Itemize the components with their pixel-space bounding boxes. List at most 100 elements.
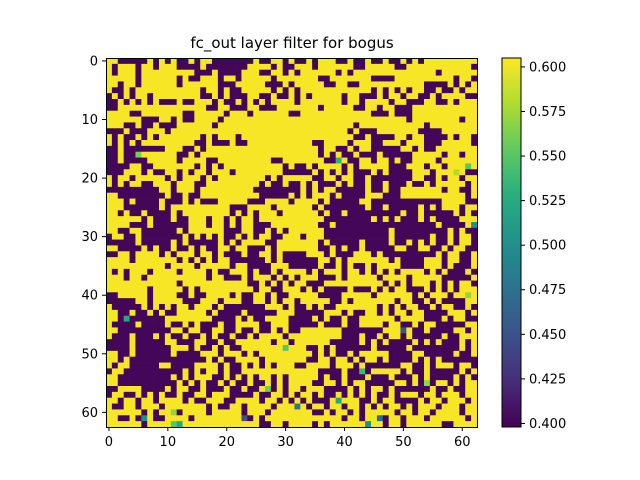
heatmap-cell — [376, 268, 384, 276]
heatmap-cell — [147, 304, 154, 311]
heatmap-cell — [318, 81, 325, 88]
heatmap-cell — [164, 280, 172, 287]
heatmap-cell — [164, 333, 172, 340]
heatmap-cell — [388, 175, 395, 182]
heatmap-cell — [376, 321, 384, 328]
heatmap-cell — [418, 263, 425, 270]
heatmap-cell — [223, 356, 231, 363]
heatmap-cell — [276, 134, 284, 141]
heatmap-cell — [111, 169, 119, 176]
heatmap-cell — [229, 409, 236, 416]
heatmap-cell — [294, 93, 301, 100]
heatmap-cell — [164, 298, 172, 305]
heatmap-cell — [206, 380, 213, 387]
heatmap-cell — [206, 169, 213, 176]
heatmap-cell — [265, 186, 272, 194]
heatmap-cell — [300, 93, 307, 100]
heatmap-cell — [388, 368, 395, 375]
heatmap-cell — [465, 304, 472, 311]
heatmap-cell — [106, 204, 113, 211]
heatmap-cell — [353, 181, 360, 188]
heatmap-cell — [206, 239, 213, 246]
heatmap-cell — [359, 239, 366, 246]
heatmap-cell — [435, 421, 443, 428]
heatmap-cell — [164, 421, 172, 428]
heatmap-cell — [418, 169, 425, 176]
heatmap-cell — [123, 391, 130, 399]
heatmap-cell — [429, 145, 437, 153]
heatmap-cell — [265, 274, 272, 281]
heatmap-cell — [329, 128, 337, 135]
heatmap-cell — [453, 333, 460, 340]
heatmap-cell — [365, 239, 372, 246]
heatmap-cell — [323, 210, 331, 217]
heatmap-cell — [247, 251, 254, 258]
heatmap-cell — [188, 116, 195, 123]
heatmap-cell — [353, 198, 360, 205]
heatmap-cell — [382, 157, 390, 164]
heatmap-cell — [270, 227, 278, 235]
heatmap-cell — [153, 116, 160, 123]
heatmap-cell — [276, 169, 284, 176]
heatmap-cell — [153, 309, 160, 317]
heatmap-cell — [111, 391, 119, 399]
heatmap-cell — [447, 280, 454, 287]
heatmap-cell — [306, 140, 313, 147]
heatmap-cell — [459, 403, 466, 410]
heatmap-cell — [259, 245, 266, 252]
heatmap-cell — [123, 286, 130, 293]
heatmap-cell — [182, 421, 189, 428]
y-tick-label: 30 — [81, 230, 98, 245]
heatmap-cell — [465, 186, 472, 194]
heatmap-cell — [247, 192, 254, 199]
heatmap-cell — [418, 134, 425, 141]
heatmap-cell — [253, 321, 260, 328]
heatmap-cell — [170, 374, 178, 381]
heatmap-cell — [270, 374, 278, 381]
heatmap-cell — [229, 99, 236, 106]
heatmap-cell — [294, 350, 301, 358]
heatmap-cell — [123, 315, 130, 322]
heatmap-cell — [453, 122, 460, 129]
heatmap-cell — [441, 315, 448, 322]
heatmap-cell — [282, 175, 289, 182]
heatmap-cell — [265, 216, 272, 223]
heatmap-cell — [176, 415, 183, 422]
heatmap-cell — [153, 169, 160, 176]
heatmap-cell — [288, 309, 295, 317]
heatmap-cell — [123, 339, 130, 346]
heatmap-cell — [471, 292, 478, 299]
heatmap-cell — [106, 87, 113, 94]
heatmap-cell — [465, 233, 472, 240]
heatmap-cell — [312, 128, 319, 135]
heatmap-cell — [212, 292, 219, 299]
heatmap-cell — [194, 356, 201, 363]
heatmap-cell — [159, 145, 166, 153]
heatmap-cell — [206, 333, 213, 340]
heatmap-cell — [235, 239, 242, 246]
heatmap-cell — [441, 327, 448, 334]
heatmap-cell — [229, 216, 236, 223]
heatmap-cell — [282, 104, 289, 112]
heatmap-cell — [376, 298, 384, 305]
heatmap-cell — [329, 216, 337, 223]
heatmap-cell — [164, 186, 172, 194]
heatmap-cell — [306, 192, 313, 199]
heatmap-cell — [159, 104, 166, 112]
heatmap-cell — [435, 280, 443, 287]
heatmap-cell — [200, 151, 207, 158]
heatmap-cell — [447, 345, 454, 352]
heatmap-cell — [129, 380, 136, 387]
heatmap-cell — [235, 145, 242, 153]
heatmap-cell — [341, 409, 348, 416]
heatmap-cell — [241, 140, 248, 147]
heatmap-cell — [253, 204, 260, 211]
heatmap-cell — [300, 315, 307, 322]
heatmap-cell — [465, 81, 472, 88]
heatmap-cell — [288, 403, 295, 410]
heatmap-cell — [400, 386, 407, 393]
heatmap-cell — [341, 122, 348, 129]
heatmap-cell — [200, 227, 207, 235]
heatmap-cell — [341, 227, 348, 235]
heatmap-cell — [259, 122, 266, 129]
